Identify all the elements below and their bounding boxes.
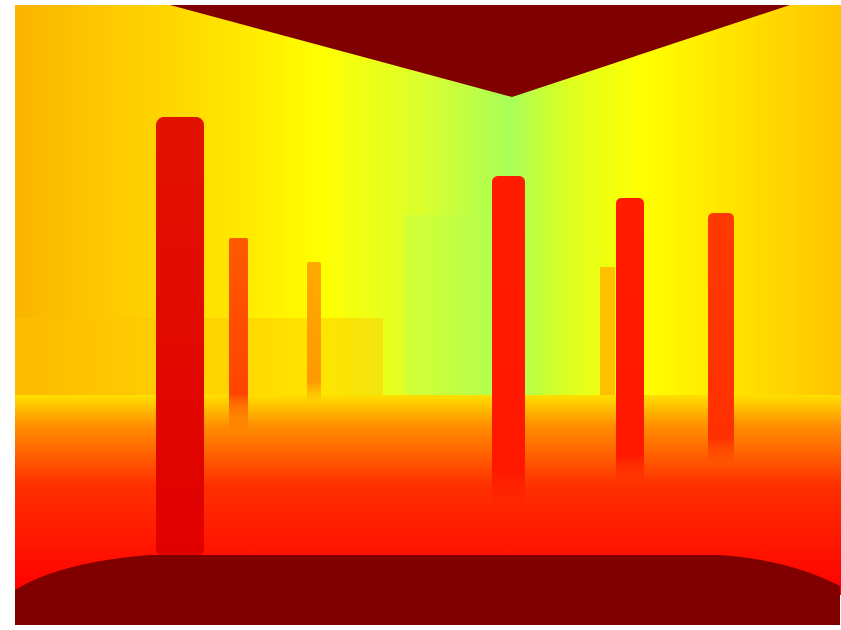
pillar [492,176,525,504]
floor-edge [15,555,840,625]
pillar [156,117,204,557]
wall-block [405,215,490,395]
pillar [600,267,615,395]
ceiling [170,5,790,97]
pillar [307,262,321,402]
pillar [616,198,644,483]
pillar [708,213,734,463]
pillar [229,238,248,432]
